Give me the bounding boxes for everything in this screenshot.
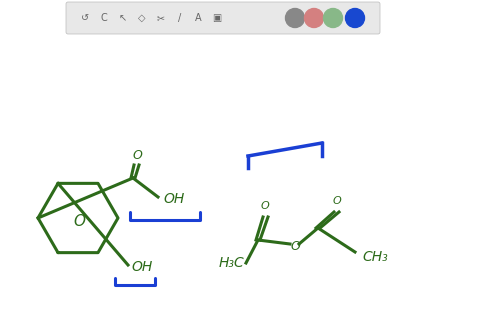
Circle shape: [346, 9, 364, 28]
Text: ▣: ▣: [212, 13, 222, 23]
Text: O: O: [73, 213, 85, 228]
Text: H₃C: H₃C: [218, 256, 244, 270]
Text: C: C: [101, 13, 108, 23]
Text: OH: OH: [131, 260, 152, 274]
Text: ✂: ✂: [157, 13, 165, 23]
Text: CH₃: CH₃: [362, 250, 388, 264]
Text: O: O: [132, 148, 142, 161]
Text: O: O: [333, 196, 341, 206]
Circle shape: [286, 9, 304, 28]
Text: O: O: [290, 239, 300, 253]
Text: O: O: [261, 201, 269, 211]
Text: A: A: [195, 13, 201, 23]
Circle shape: [304, 9, 324, 28]
Text: OH: OH: [163, 192, 184, 206]
Text: /: /: [179, 13, 181, 23]
Text: ↺: ↺: [81, 13, 89, 23]
Text: ↖: ↖: [119, 13, 127, 23]
FancyBboxPatch shape: [66, 2, 380, 34]
Circle shape: [324, 9, 343, 28]
Text: ◇: ◇: [138, 13, 146, 23]
